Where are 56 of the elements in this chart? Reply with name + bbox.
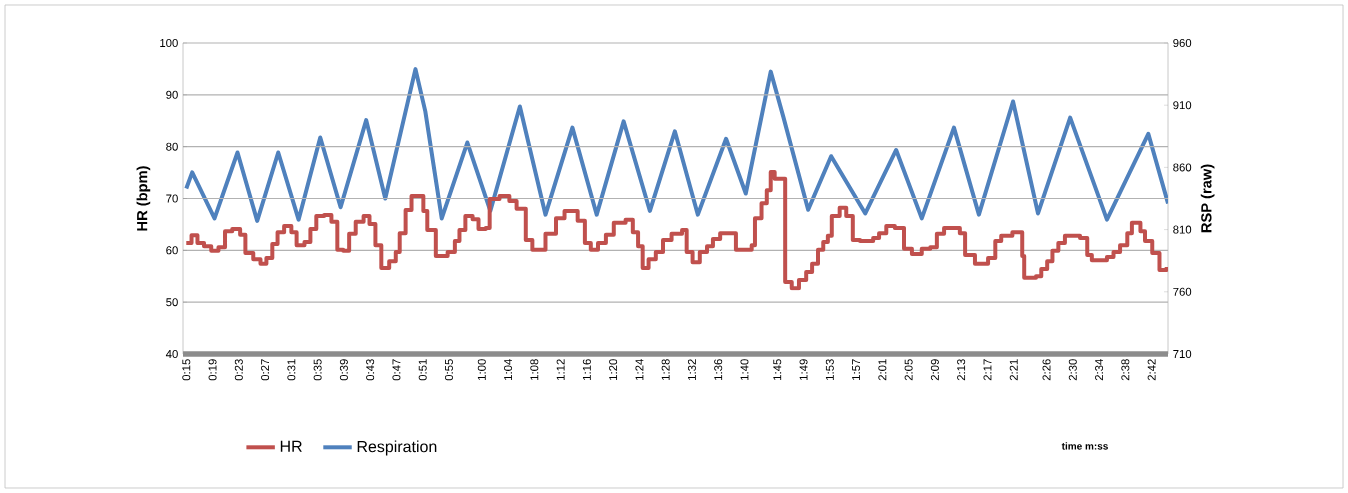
x-tick-label: 1:45 bbox=[773, 359, 782, 380]
x-tick-label: 2:42 bbox=[1147, 359, 1156, 381]
y-tick-label: 50 bbox=[166, 298, 178, 307]
y-tick-label: 80 bbox=[166, 142, 178, 151]
x-tick-label: 1:04 bbox=[504, 359, 513, 380]
y2-tick-label: 710 bbox=[1173, 350, 1192, 358]
x-tick-label: 1:24 bbox=[635, 359, 644, 380]
x-tick-label: 1:16 bbox=[582, 359, 591, 380]
text: time m:ss bbox=[1061, 442, 1108, 450]
x-tick-label: 2:34 bbox=[1095, 359, 1104, 381]
y2-tick-label: 860 bbox=[1173, 163, 1192, 172]
y-tick-label: 60 bbox=[166, 246, 178, 255]
y-axis-title: HR (bpm) bbox=[136, 166, 151, 231]
x-tick-label: 1:36 bbox=[714, 359, 723, 380]
x-tick-label: 0:43 bbox=[366, 359, 375, 381]
x-tick-label: 0:47 bbox=[392, 359, 401, 381]
x-tick-label: 1:00 bbox=[477, 359, 486, 380]
x-tick-label: 0:27 bbox=[261, 359, 270, 381]
x-tick-label: 2:30 bbox=[1068, 359, 1077, 381]
x-tick-label: 0:19 bbox=[208, 359, 217, 381]
x-tick-label: 2:38 bbox=[1121, 359, 1130, 381]
x-tick-label: 2:05 bbox=[904, 359, 913, 381]
x-tick-label: 0:31 bbox=[287, 359, 296, 381]
x-tick-label: 0:35 bbox=[313, 359, 322, 381]
y2-axis-title: RSP (raw) bbox=[1200, 164, 1215, 233]
x-tick-label: 2:01 bbox=[878, 359, 887, 381]
x-tick-label: 2:21 bbox=[1009, 359, 1018, 381]
x-tick-label: 1:49 bbox=[799, 359, 808, 380]
y2-tick-label: 910 bbox=[1173, 101, 1192, 110]
x-tick-label: 2:13 bbox=[957, 359, 966, 381]
legend-label: Respiration bbox=[357, 440, 437, 456]
x-tick-label: 1:08 bbox=[530, 359, 539, 380]
y-tick-label: 90 bbox=[166, 90, 178, 99]
x-tick-label: 1:53 bbox=[825, 359, 834, 380]
y-tick-label: 70 bbox=[166, 194, 178, 203]
y-tick-label: 100 bbox=[160, 39, 178, 47]
y2-tick-label: 960 bbox=[1173, 38, 1192, 47]
x-tick-label: 1:40 bbox=[740, 359, 749, 380]
legend-label: HR bbox=[280, 440, 302, 452]
x-tick-label: 0:39 bbox=[339, 359, 348, 381]
x-tick-label: 0:15 bbox=[182, 359, 191, 381]
x-tick-label: 1:12 bbox=[556, 359, 565, 380]
x-tick-label: 1:32 bbox=[687, 359, 696, 380]
line-series bbox=[184, 67, 1169, 223]
x-tick-label: 1:20 bbox=[609, 359, 618, 380]
x-tick-label: 1:57 bbox=[852, 359, 861, 380]
y2-tick-label: 810 bbox=[1173, 225, 1192, 234]
x-tick-label: 2:17 bbox=[983, 359, 992, 381]
x-tick-label: 2:26 bbox=[1042, 359, 1051, 381]
x-tick-label: 0:55 bbox=[444, 359, 453, 381]
y2-tick-label: 760 bbox=[1173, 287, 1192, 296]
x-tick-label: 0:51 bbox=[418, 359, 427, 381]
x-tick-label: 0:23 bbox=[234, 359, 243, 381]
x-tick-label: 2:09 bbox=[930, 359, 939, 381]
x-tick-label: 1:28 bbox=[661, 359, 670, 380]
y-tick-label: 40 bbox=[165, 350, 178, 359]
